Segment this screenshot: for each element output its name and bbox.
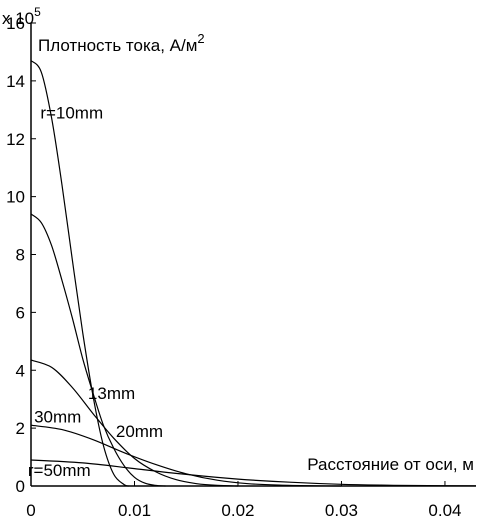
axes: 0 2 4 6 8 10 12 14 16 0 0.01 0.02 0.03 0.04 <box>6 14 476 520</box>
x-axis-title: Расстояние от оси, м <box>307 455 474 474</box>
y-ticks: 0 2 4 6 8 10 12 14 16 <box>6 14 36 496</box>
series-line-20mm <box>30 359 239 487</box>
curve-label: 30mm <box>34 407 81 426</box>
y-axis-multiplier-exponent: 5 <box>34 5 41 19</box>
curve-label: 20mm <box>116 422 163 441</box>
y-tick-label: 10 <box>6 188 25 207</box>
y-axis-multiplier-text: x 10 <box>2 9 34 28</box>
x-tick-label: 0.03 <box>325 501 358 520</box>
y-tick-label: 12 <box>6 130 25 149</box>
y-tick-label: 2 <box>16 419 25 438</box>
x-ticks: 0 0.01 0.02 0.03 0.04 <box>26 481 462 520</box>
y-axis-title-text: Плотность тока, А/м <box>38 36 197 55</box>
curve-label: r=10mm <box>40 103 103 122</box>
series-line-13mm <box>30 213 166 487</box>
y-tick-label: 16 <box>6 14 25 33</box>
x-tick-label: 0 <box>26 501 35 520</box>
series-lines <box>30 60 477 487</box>
x-tick-label: 0.02 <box>221 501 254 520</box>
curve-labels: r=10mm 13mm 20mm 30mm r=50mm <box>28 103 163 479</box>
y-axis-multiplier: x 105 <box>2 5 41 28</box>
y-tick-label: 4 <box>16 361 25 380</box>
y-axis-title-superscript: 2 <box>197 31 204 46</box>
y-tick-label: 0 <box>16 477 25 496</box>
curve-label: r=50mm <box>28 461 91 480</box>
series-line-r-10mm <box>30 60 130 487</box>
curve-label: 13mm <box>88 384 135 403</box>
series-line-r-50mm <box>30 459 477 487</box>
y-tick-label: 6 <box>16 303 25 322</box>
y-tick-label: 14 <box>6 72 25 91</box>
y-axis-title: Плотность тока, А/м2 <box>38 31 205 55</box>
x-tick-label: 0.01 <box>118 501 151 520</box>
y-tick-label: 8 <box>16 246 25 265</box>
x-tick-label: 0.04 <box>428 501 461 520</box>
